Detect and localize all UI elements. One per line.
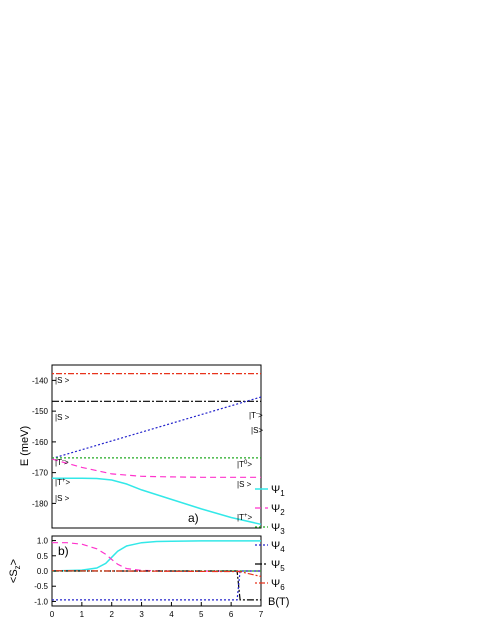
series-line-5 (51, 458, 261, 478)
state-label-s3: |S > (55, 494, 70, 503)
state-label-s1: |S > (55, 376, 70, 385)
state-label-s2: |S > (55, 413, 70, 422)
x-tick-label: 2 (109, 610, 114, 619)
series-line-6 (51, 570, 262, 578)
x-tick-label: 1 (80, 610, 85, 619)
series-line-3 (52, 570, 261, 601)
y-tick-label: -160 (32, 438, 49, 447)
series-line-2 (52, 542, 261, 572)
state-label-tm: |T-> (55, 458, 69, 467)
series-line-1 (51, 540, 261, 572)
panel-b-y-axis-label: <Sz> (8, 559, 22, 583)
panel-a-y-axis-label: E (meV) (19, 426, 31, 466)
legend-label: Ψ1 (271, 484, 285, 498)
panel-a: -140 -150 -160 -170 -180 E (meV) |S > |S > |… (19, 364, 285, 536)
x-tick-label: 7 (259, 610, 264, 619)
x-tick-label: 6 (229, 610, 234, 619)
state-label-right-t0: |T0> (237, 460, 252, 469)
series-line-6 (52, 477, 262, 526)
y-tick-label: 1.0 (37, 537, 49, 546)
panel-a-series (51, 373, 262, 526)
state-label-right-s2: |S > (237, 480, 252, 489)
panel-a-y-ticks: -140 -150 -160 -170 -180 (32, 376, 56, 508)
legend-label: Ψ4 (271, 540, 285, 554)
series-line-3 (51, 396, 262, 460)
x-tick-label: 5 (199, 610, 204, 619)
state-label-right-s: |S> (251, 426, 263, 435)
panel-b-legend: Ψ4 Ψ5 Ψ6 (255, 540, 285, 592)
legend-label: Ψ6 (271, 578, 285, 592)
state-label-tp: |T+> (55, 478, 70, 487)
panel-b-x-axis-label: B(T) (268, 596, 289, 608)
panel-a-legend: Ψ1 Ψ2 Ψ3 (255, 484, 285, 536)
x-tick-label: 3 (139, 610, 144, 619)
y-tick-label: -1.0 (34, 597, 48, 606)
y-tick-label: -170 (32, 469, 49, 478)
y-tick-label: -140 (32, 376, 49, 385)
y-tick-label: -150 (32, 407, 49, 416)
y-tick-label: 0.5 (37, 552, 49, 561)
legend-label: Ψ2 (271, 503, 285, 517)
state-label-right-tm: |T-> (249, 411, 263, 420)
panel-a-frame (51, 364, 262, 529)
panel-b-x-ticks: 0 1 2 3 4 5 6 7 (50, 602, 264, 619)
series-line-4 (52, 570, 261, 601)
y-tick-label: -180 (32, 499, 49, 508)
panel-b-label: b) (58, 544, 69, 558)
x-tick-label: 0 (50, 610, 55, 619)
legend-label: Ψ5 (271, 559, 285, 573)
panel-b-series (51, 540, 262, 601)
state-label-right-tp: |T+> (237, 513, 252, 522)
y-tick-label: -0.5 (34, 582, 48, 591)
panel-a-label: a) (188, 511, 199, 525)
x-tick-label: 4 (169, 610, 174, 619)
legend-label: Ψ3 (271, 522, 285, 536)
y-tick-label: 0.0 (37, 567, 49, 576)
